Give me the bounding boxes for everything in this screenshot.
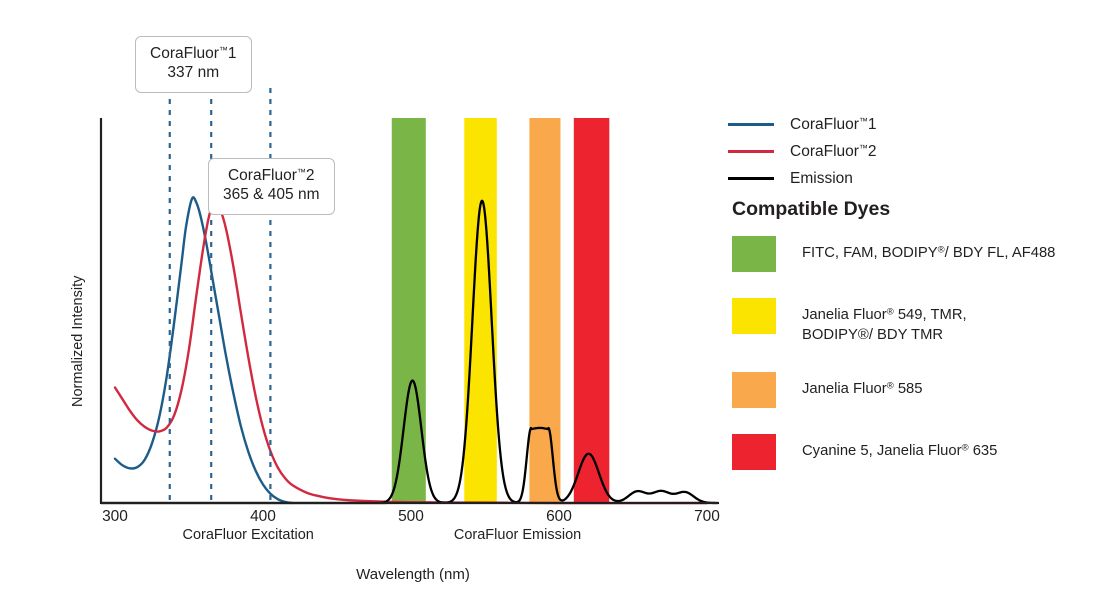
dye-label-text-cont: 585 [893,380,923,397]
dye-label-line1: Janelia Fluor® 549, TMR, [802,306,967,326]
range-label-emission: CoraFluor Emission [453,527,582,543]
registered-icon: ® [886,380,894,392]
dye-row-3: Cyanine 5, Janelia Fluor® 635 [732,433,1110,470]
registered-icon: ® [937,244,945,256]
legend-label-text: Emission [790,169,853,187]
callout-corafluor-1: CoraFluor™1 337 nm [135,36,252,93]
legend-line-swatch [728,150,774,153]
callout-1-name: CoraFluor [150,45,219,62]
dye-color-swatch [732,236,776,272]
trademark-icon: ™ [296,167,306,178]
legend-label: CoraFluor™1 [790,116,877,134]
dye-row-0: FITC, FAM, BODIPY®/ BDY FL, AF488 [732,236,1110,272]
x-tick-700: 700 [694,508,720,525]
callout-2-name: CoraFluor [227,167,297,184]
green-band [391,118,426,503]
dye-label-text-cont: 635 [968,442,998,459]
x-tick-300: 300 [102,508,128,525]
legend-label: CoraFluor™2 [790,143,877,161]
callout-1-line2: 337 nm [167,64,220,82]
legend-row-0: CoraFluor™1 [728,111,877,138]
dye-label-text: Janelia Fluor [802,307,887,323]
side-panel: CoraFluor™1 CoraFluor™2 Emission Compatibl… [728,0,1110,612]
dye-label: Cyanine 5, Janelia Fluor® 635 [802,434,997,462]
dye-color-swatch [732,433,776,470]
callout-2-line2: 365 & 405 nm [223,186,320,204]
range-label-excitation: CoraFluor Excitation [182,527,314,543]
orange-band [529,118,561,503]
compatible-dyes-title: Compatible Dyes [732,198,891,220]
legend-row-2: Emission [728,165,877,192]
trademark-icon: ™ [858,115,868,126]
dye-row-2: Janelia Fluor® 585 [732,371,1110,408]
callout-2-number: 2 [305,167,315,184]
dye-label-line1: Cyanine 5, Janelia Fluor® 635 [802,442,997,462]
x-tick-400: 400 [250,508,276,525]
legend-line-swatch [728,123,774,126]
legend-label-suffix: 1 [867,115,877,133]
legend-label-text: CoraFluor [790,115,859,133]
callout-2-line1: CoraFluor™2 [223,166,320,185]
dye-label-line1: Janelia Fluor® 585 [802,380,923,400]
dye-color-swatch [732,298,776,334]
callout-1-number: 1 [227,45,237,62]
dye-color-swatch [732,371,776,408]
legend-label-text: CoraFluor [790,142,859,160]
dye-label-text: Janelia Fluor [802,380,887,397]
dye-row-1: Janelia Fluor® 549, TMR, BODIPY®/ BDY TMR [732,298,1110,346]
dye-label: Janelia Fluor® 585 [802,372,923,400]
dye-label: FITC, FAM, BODIPY®/ BDY FL, AF488 [802,236,1055,264]
curve-emission [99,199,720,505]
dye-label-line2: BODIPY®/ BDY TMR [802,326,944,343]
dye-label-text-cont: 549, TMR, [893,307,967,323]
trademark-icon: ™ [218,45,228,56]
x-tick-500: 500 [398,508,424,525]
legend-line-swatch [728,177,774,180]
chart-plot-area: CoraFluor™1 337 nm CoraFluor™2 365 & 405… [70,36,720,583]
dye-label: Janelia Fluor® 549, TMR, BODIPY®/ BDY TMR [802,298,967,346]
registered-icon: ® [961,442,969,454]
x-axis-title: Wavelength (nm) [356,566,470,583]
callout-corafluor-2: CoraFluor™2 365 & 405 nm [208,158,335,215]
dye-label-text: FITC, FAM, BODIPY [802,245,938,261]
curve-corafluor-1 [113,196,294,505]
legend-label-suffix: 2 [867,142,877,160]
dye-label-text-cont: / BDY FL, AF488 [944,245,1056,261]
series-legend: CoraFluor™1 CoraFluor™2 Emission [728,111,877,192]
compatible-dyes-list: FITC, FAM, BODIPY®/ BDY FL, AF488 Janelia… [732,236,1110,496]
legend-label: Emission [790,170,853,188]
trademark-icon: ™ [858,142,868,153]
spectra-svg [99,88,720,505]
red-band [573,118,610,503]
callout-1-line1: CoraFluor™1 [150,44,237,63]
legend-row-1: CoraFluor™2 [728,138,877,165]
curve-corafluor-2 [113,203,709,505]
dye-label-text: Cyanine 5, Janelia Fluor [802,442,962,459]
registered-icon: ® [886,306,894,318]
y-axis-title: Normalized Intensity [70,275,86,407]
x-tick-600: 600 [546,508,572,525]
dye-label-line1: FITC, FAM, BODIPY®/ BDY FL, AF488 [802,244,1055,264]
